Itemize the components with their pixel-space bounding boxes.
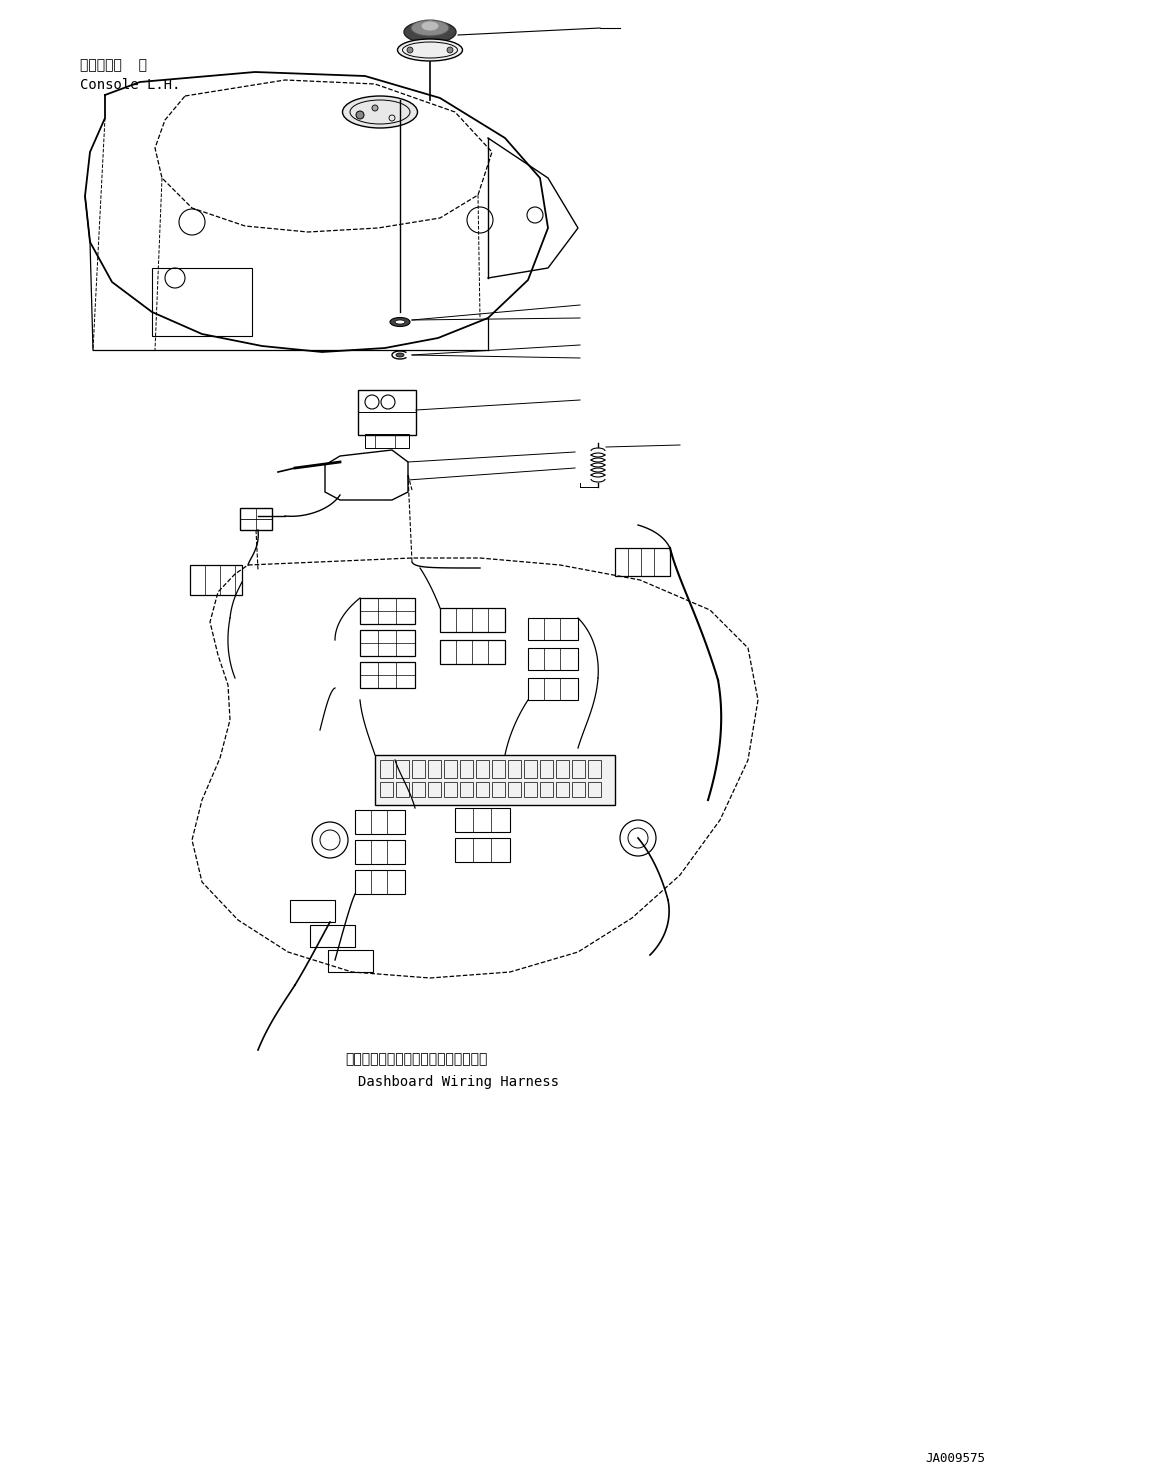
Bar [528,649,578,669]
Bar [380,782,393,797]
Bar [588,782,601,797]
Ellipse shape [390,318,411,326]
Bar [361,598,415,623]
Bar [556,782,569,797]
Bar [240,508,272,530]
Bar [380,760,393,778]
Ellipse shape [421,21,438,31]
Text: Console L.H.: Console L.H. [80,79,180,92]
Bar [440,608,505,632]
Bar [572,760,585,778]
Bar [508,760,521,778]
Bar [455,838,511,862]
Bar [525,782,537,797]
Bar [311,925,355,947]
Bar [328,950,373,972]
Bar [461,782,473,797]
Bar [525,760,537,778]
Bar [428,760,441,778]
Bar [528,617,578,640]
Bar [395,782,409,797]
Bar [461,760,473,778]
Bar [290,899,335,922]
Bar [190,565,242,595]
Text: JA009575: JA009575 [925,1451,985,1465]
Bar [428,782,441,797]
Bar [455,807,511,833]
Bar [540,782,552,797]
Bar [440,640,505,663]
Text: ダッシュボードワイヤリングハーネス: ダッシュボードワイヤリングハーネス [345,1052,487,1066]
Text: コンソール  左: コンソール 左 [80,58,147,73]
Ellipse shape [411,19,449,36]
Bar [355,840,405,864]
Ellipse shape [395,321,405,324]
Bar [540,760,552,778]
Bar [492,782,505,797]
Bar [361,631,415,656]
Circle shape [372,105,378,111]
Bar [374,755,615,804]
Bar [508,782,521,797]
Bar [476,782,488,797]
Bar [361,662,415,689]
Text: Dashboard Wiring Harness: Dashboard Wiring Harness [358,1074,559,1089]
Ellipse shape [398,39,463,61]
Ellipse shape [342,96,418,128]
Bar [476,760,488,778]
Bar [395,760,409,778]
Bar [492,760,505,778]
Circle shape [447,47,454,53]
Bar [528,678,578,700]
Bar [572,782,585,797]
Bar [412,760,424,778]
Ellipse shape [404,21,456,43]
Bar [365,433,409,448]
Bar [152,269,252,335]
Bar [444,760,457,778]
Circle shape [407,47,413,53]
Bar [444,782,457,797]
Ellipse shape [395,353,404,358]
Bar [615,548,670,576]
Bar [355,870,405,893]
Bar [588,760,601,778]
Bar [412,782,424,797]
Bar [556,760,569,778]
Circle shape [356,111,364,119]
Bar [355,810,405,834]
Bar [358,390,416,435]
